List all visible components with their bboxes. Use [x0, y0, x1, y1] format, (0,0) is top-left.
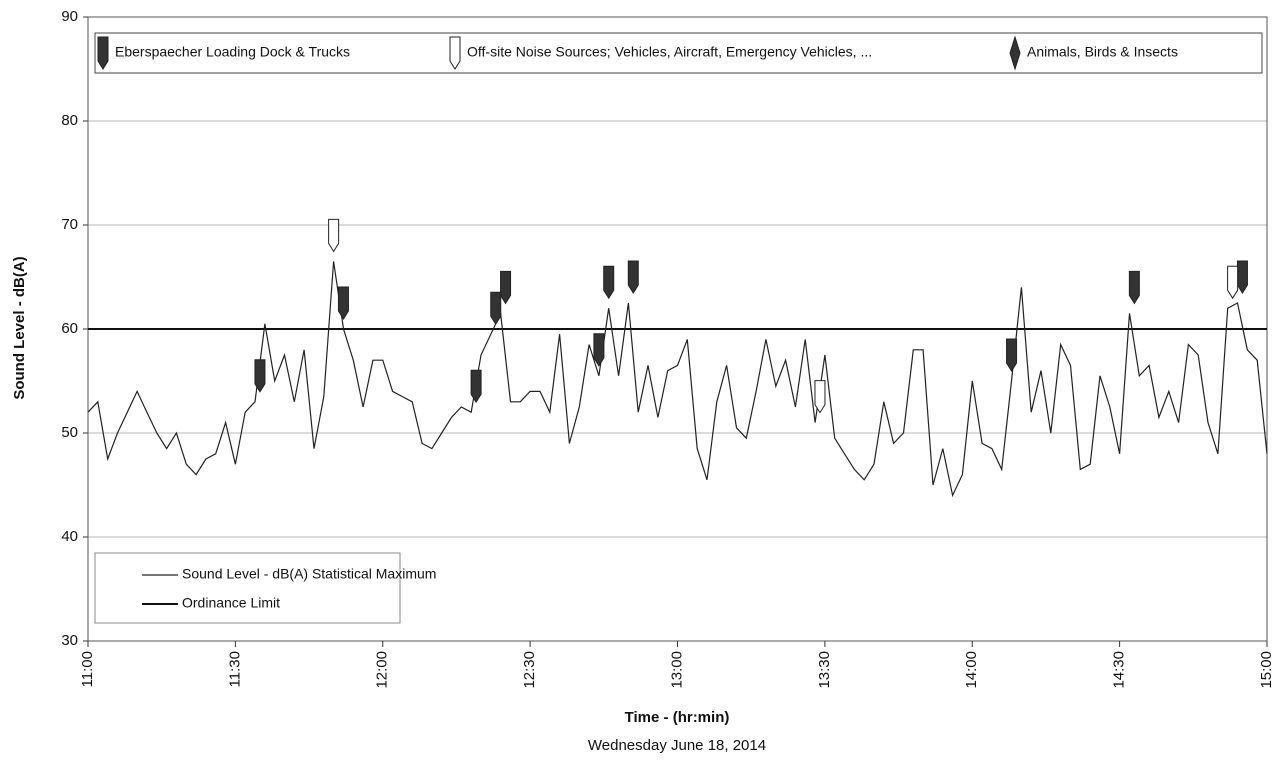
event-marker: [603, 265, 615, 300]
event-marker: [814, 380, 826, 414]
y-tick-label: 50: [61, 424, 78, 441]
legend-label: Eberspaecher Loading Dock & Trucks: [115, 44, 350, 60]
y-tick-label: 40: [61, 528, 78, 545]
event-marker: [254, 359, 266, 393]
x-axis-title: Time - (hr:min): [625, 709, 730, 726]
x-tick-label: 15:00: [1258, 651, 1275, 689]
event-marker: [490, 291, 502, 326]
legend-label: Off-site Noise Sources; Vehicles, Aircra…: [467, 44, 872, 60]
x-tick-label: 14:00: [963, 651, 980, 689]
event-marker: [1128, 270, 1140, 305]
x-tick-label: 14:30: [1111, 651, 1128, 689]
x-tick-label: 11:30: [226, 651, 243, 687]
legend-label: Ordinance Limit: [182, 595, 280, 611]
legend-swatch: [1009, 35, 1021, 71]
y-axis-title: Sound Level - dB(A): [11, 256, 28, 399]
event-marker: [1227, 265, 1239, 300]
y-tick-label: 60: [61, 320, 78, 337]
data-line: [87, 261, 1268, 498]
event-marker: [593, 333, 605, 367]
event-marker: [1236, 260, 1248, 294]
event-marker: [1006, 338, 1018, 372]
series-legend-box: [94, 552, 401, 624]
y-tick-label: 90: [61, 8, 78, 25]
event-marker: [627, 260, 639, 294]
event-legend-box: [94, 32, 1263, 74]
legend-swatch: [449, 36, 461, 70]
legend-label: Sound Level - dB(A) Statistical Maximum: [182, 566, 436, 582]
x-tick-label: 13:30: [816, 651, 833, 689]
x-tick-label: 12:00: [374, 651, 391, 689]
y-tick-label: 70: [61, 216, 78, 233]
x-tick-label: 12:30: [521, 651, 538, 689]
y-tick-label: 30: [61, 632, 78, 649]
event-marker: [328, 218, 340, 253]
subtitle: Wednesday June 18, 2014: [588, 737, 766, 754]
x-tick-label: 11:00: [79, 651, 96, 687]
legend-label: Animals, Birds & Insects: [1027, 44, 1178, 60]
x-tick-label: 13:00: [668, 651, 685, 689]
legend-swatch: [97, 36, 109, 70]
event-marker: [500, 270, 512, 305]
event-marker: [470, 369, 482, 404]
event-marker: [337, 286, 349, 320]
y-tick-label: 80: [61, 112, 78, 129]
